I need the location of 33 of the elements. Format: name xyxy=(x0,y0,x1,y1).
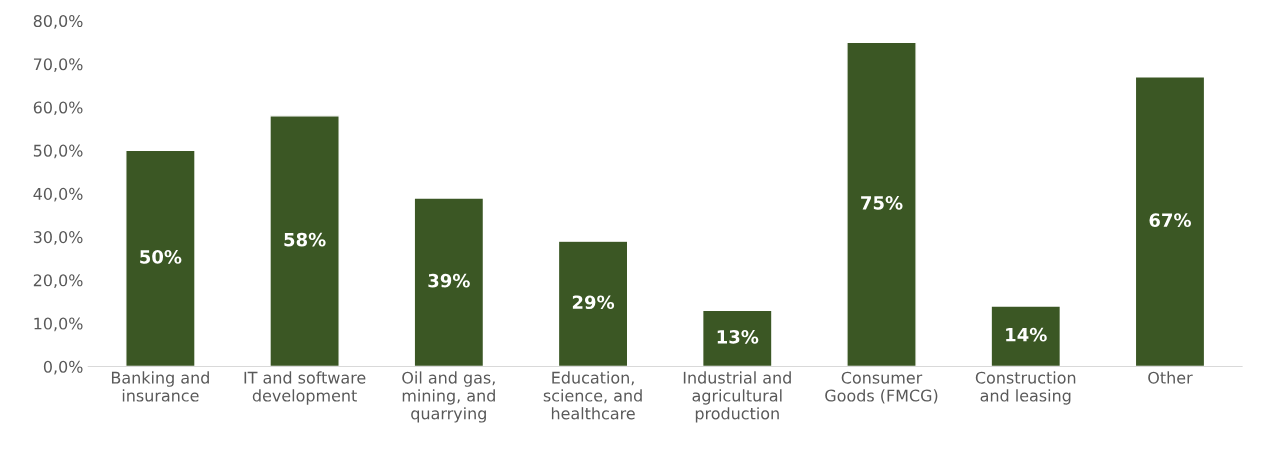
x-tick-label: Consumer Goods (FMCG) xyxy=(825,371,938,404)
bar xyxy=(557,240,629,367)
x-tick-label: Education, science, and healthcare xyxy=(543,371,642,420)
y-tick-label: 50,0% xyxy=(33,144,83,159)
bar xyxy=(125,149,196,367)
data-label: 58% xyxy=(284,232,326,247)
data-label: 29% xyxy=(572,295,615,310)
y-tick-label: 0,0% xyxy=(43,360,83,375)
y-tick-label: 60,0% xyxy=(33,101,83,116)
bar xyxy=(269,115,340,367)
data-label: 50% xyxy=(140,250,182,264)
bar xyxy=(990,305,1062,367)
bar xyxy=(701,309,773,367)
bar xyxy=(1134,76,1206,367)
data-label: 14% xyxy=(1006,327,1047,342)
y-tick-label: 70,0% xyxy=(33,58,83,72)
y-tick-label: 40,0% xyxy=(33,187,83,202)
y-tick-label: 80,0% xyxy=(33,14,83,29)
y-tick-label: 10,0% xyxy=(34,317,83,332)
data-label: 13% xyxy=(717,329,759,344)
data-label: 39% xyxy=(428,273,470,288)
bar xyxy=(846,41,917,367)
x-tick-label: Construction and leasing xyxy=(975,371,1076,405)
data-label: 75% xyxy=(861,196,903,210)
x-tick-label: Industrial and agricultural production xyxy=(683,371,791,423)
x-tick-label: Banking and insurance xyxy=(111,371,209,402)
x-tick-label: Oil and gas, mining, and quarrying xyxy=(402,371,495,423)
x-tick-label: IT and software development xyxy=(244,371,366,405)
bar xyxy=(413,197,485,367)
y-tick-label: 30,0% xyxy=(33,231,83,245)
data-label: 67% xyxy=(1149,213,1192,227)
y-tick-label: 20,0% xyxy=(33,274,83,288)
x-tick-label: Other xyxy=(1148,371,1193,384)
